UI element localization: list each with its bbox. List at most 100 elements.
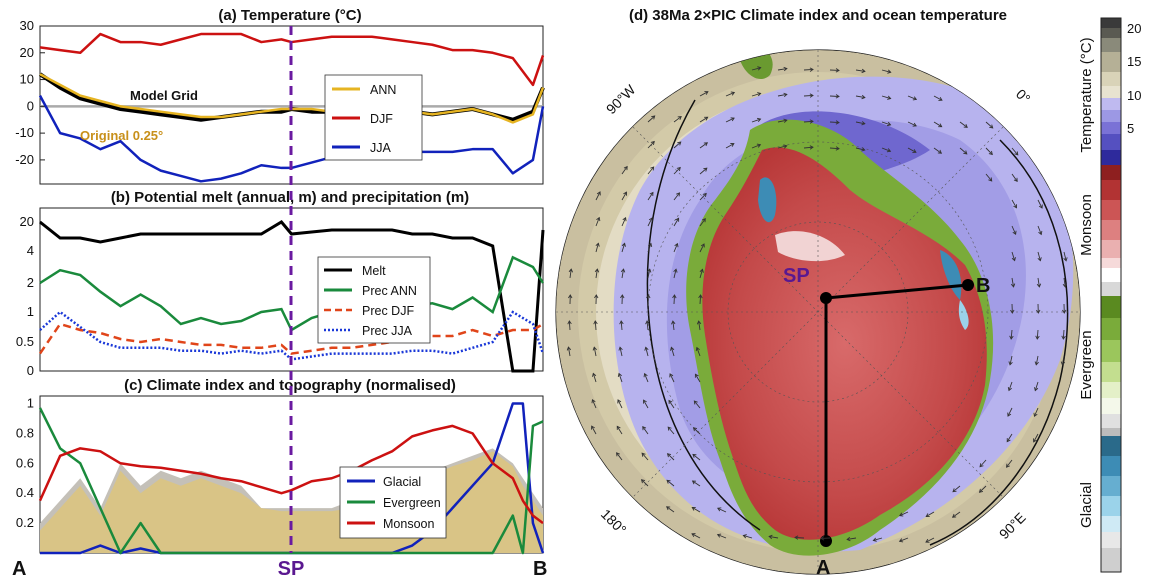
ytick-a: 20 bbox=[20, 45, 34, 60]
wind-arrow bbox=[725, 92, 735, 97]
ytick-b: 0 bbox=[27, 363, 34, 378]
wind-arrow-head bbox=[730, 143, 735, 147]
map-label-90w: 90°W bbox=[603, 81, 639, 117]
wind-arrow-head bbox=[566, 346, 572, 351]
colorbar-swatch bbox=[1101, 18, 1121, 28]
wind-arrow-head bbox=[951, 513, 957, 518]
wind-arrow-head bbox=[835, 68, 840, 73]
wind-arrow bbox=[646, 321, 649, 331]
wind-arrow bbox=[644, 373, 649, 383]
wind-arrow bbox=[952, 511, 961, 518]
wind-arrow bbox=[959, 121, 968, 128]
colorbar: 20 15 10 5 Temperature (°C) Monsoon Ever… bbox=[1078, 17, 1141, 573]
panel-a-title: (a) Temperature (°C) bbox=[218, 7, 361, 24]
cbar-tick-5: 5 bbox=[1127, 121, 1134, 136]
wind-arrow bbox=[647, 115, 656, 123]
wind-arrow bbox=[925, 511, 935, 517]
wind-arrow-head bbox=[666, 453, 672, 458]
map-label-b: B bbox=[976, 275, 990, 297]
wind-arrow bbox=[620, 320, 623, 331]
wind-arrow bbox=[595, 217, 600, 227]
wind-arrow bbox=[829, 147, 840, 150]
wind-arrow bbox=[692, 454, 701, 461]
wind-arrow-head bbox=[1006, 438, 1011, 443]
wind-arrow bbox=[673, 269, 677, 279]
wind-arrow bbox=[641, 479, 649, 487]
wind-arrow bbox=[1006, 433, 1013, 442]
wind-arrow-head bbox=[835, 146, 840, 151]
wind-arrow-head bbox=[699, 268, 704, 273]
colorbar-swatch bbox=[1101, 548, 1121, 572]
panel-c-plot: 0.2 0.4 0.6 0.8 1 bbox=[16, 395, 545, 555]
wind-arrow bbox=[881, 121, 891, 126]
wind-arrow-head bbox=[648, 242, 653, 248]
wind-arrow bbox=[907, 147, 917, 153]
wind-arrow-head bbox=[912, 122, 917, 127]
wind-arrow bbox=[621, 243, 626, 253]
wind-arrow-head bbox=[783, 144, 788, 149]
wind-arrow-head bbox=[1035, 335, 1040, 340]
legend-c-monsoon: Monsoon bbox=[383, 517, 434, 531]
ytick-b: 2 bbox=[27, 275, 34, 290]
ytick-a: 30 bbox=[20, 18, 34, 33]
wind-arrow-head bbox=[846, 536, 851, 542]
wind-arrow-head bbox=[1008, 361, 1013, 366]
wind-arrow bbox=[803, 69, 814, 71]
wind-arrow bbox=[1009, 355, 1013, 365]
wind-arrow-head bbox=[1037, 257, 1042, 262]
wind-arrow-head bbox=[783, 66, 788, 72]
wind-arrow-head bbox=[898, 512, 904, 517]
colorbar-swatch bbox=[1101, 382, 1121, 398]
ytick-a: -10 bbox=[15, 125, 34, 140]
wind-arrow-head bbox=[646, 294, 651, 299]
wind-arrow-head bbox=[568, 294, 573, 299]
cbar-label-glacial: Glacial bbox=[1078, 482, 1095, 528]
wind-arrow-head bbox=[594, 294, 599, 299]
wind-arrow-head bbox=[674, 242, 679, 248]
wind-arrow bbox=[669, 373, 675, 383]
ytick-c: 0.6 bbox=[16, 455, 34, 470]
wind-arrow bbox=[769, 535, 779, 539]
wind-arrow-head bbox=[756, 117, 762, 123]
xtick-b: B bbox=[533, 558, 547, 578]
wind-arrow bbox=[695, 374, 701, 383]
wind-arrow-head bbox=[937, 149, 943, 154]
wind-arrow-head bbox=[620, 294, 625, 299]
ytick-a: 0 bbox=[27, 98, 34, 113]
wind-arrow bbox=[881, 69, 891, 73]
wind-arrow-head bbox=[616, 425, 621, 430]
wind-arrow-head bbox=[835, 94, 840, 99]
wind-arrow bbox=[647, 243, 652, 253]
wind-arrow bbox=[699, 142, 708, 149]
wind-arrow bbox=[692, 507, 701, 513]
wind-arrow-head bbox=[809, 67, 814, 72]
series-evergreen bbox=[38, 407, 544, 555]
wind-arrow-head bbox=[643, 399, 647, 404]
wind-arrow-head bbox=[596, 191, 601, 196]
legend-a-ann: ANN bbox=[370, 83, 396, 97]
wind-arrow bbox=[933, 95, 943, 101]
wind-arrow-head bbox=[704, 91, 709, 95]
wind-arrow-head bbox=[623, 165, 628, 171]
wind-arrow-head bbox=[647, 268, 652, 273]
ytick-a: -20 bbox=[15, 152, 34, 167]
colorbar-swatch bbox=[1101, 86, 1121, 98]
wind-arrow-head bbox=[595, 242, 600, 247]
wind-arrow bbox=[617, 399, 623, 409]
panel-a-plot: -20 -10 0 10 20 30 bbox=[15, 18, 545, 183]
wind-arrow bbox=[855, 147, 865, 151]
wind-arrow-head bbox=[1036, 309, 1041, 314]
wind-arrow-head bbox=[694, 373, 699, 378]
wind-arrow-head bbox=[925, 513, 930, 518]
map-label-0: 0° bbox=[1013, 86, 1034, 107]
colorbar-swatch bbox=[1101, 98, 1121, 110]
colorbar-swatch bbox=[1101, 258, 1121, 268]
wind-arrow bbox=[693, 427, 701, 435]
wind-arrow bbox=[985, 121, 994, 129]
wind-arrow-head bbox=[596, 216, 601, 222]
wind-arrow bbox=[1011, 277, 1014, 287]
cbar-tick-20: 20 bbox=[1127, 21, 1141, 36]
wind-arrow-head bbox=[644, 346, 649, 351]
wind-arrow bbox=[743, 535, 753, 539]
wind-arrow bbox=[1037, 225, 1042, 235]
